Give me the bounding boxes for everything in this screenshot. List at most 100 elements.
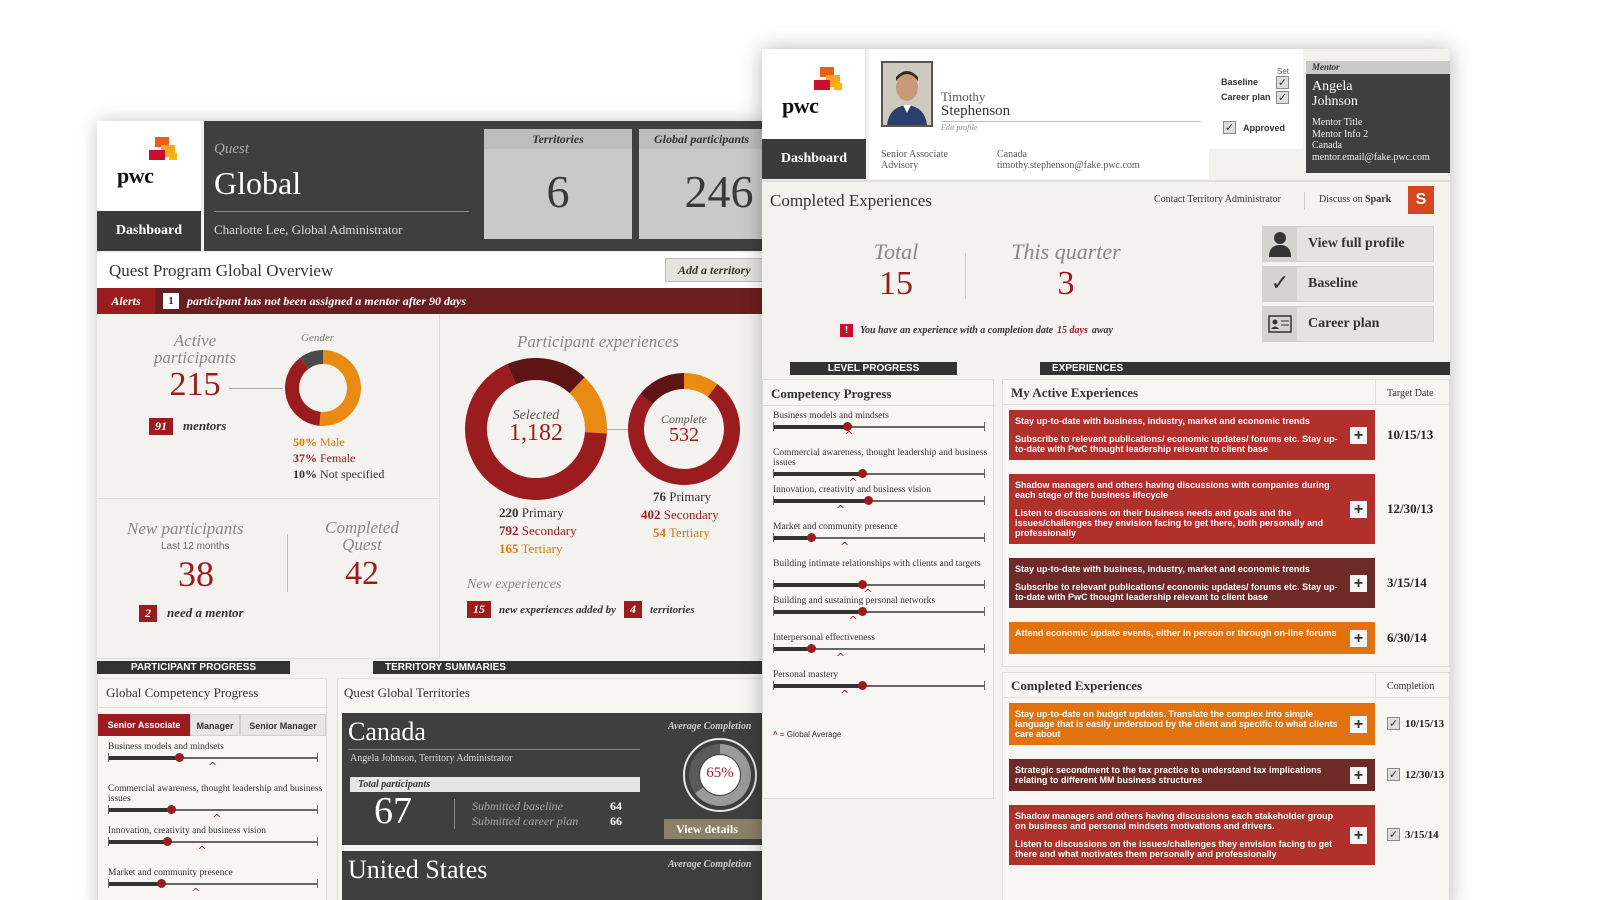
competency-marker[interactable] [858,607,868,616]
competency-marker[interactable] [162,837,172,846]
experience-card[interactable]: Strategic secondment to the tax practice… [1009,759,1375,791]
baseline-status-label: Baseline [1221,77,1259,87]
region-title: Global [214,165,302,201]
completed-checkbox[interactable]: ✓ [1387,828,1400,841]
alert-count-badge: 1 [163,293,179,309]
target-date: 12/30/13 [1387,501,1434,516]
quest-label: Quest [214,141,249,157]
tab-manager[interactable]: Manager [190,714,240,736]
total-participants-value: 67 [374,790,412,832]
view-full-profile-button[interactable]: View full profile [1262,226,1434,262]
spark-icon[interactable]: S [1408,186,1434,214]
global-average-marker: ^ [208,760,218,773]
completed-experiences-panel: Completed Experiences Completion Stay up… [1002,672,1450,900]
slider-tick [984,469,985,478]
competency-marker[interactable] [807,644,817,653]
view-details-button[interactable]: View details [664,819,784,839]
experience-card[interactable]: Shadow managers and others having discus… [1009,474,1375,544]
approved-checkbox[interactable]: ✓ [1223,121,1236,134]
edit-profile-link[interactable]: Edit profile [941,123,978,132]
competency-fill [773,647,812,651]
expand-icon[interactable]: + [1350,427,1367,444]
baseline-button[interactable]: ✓ Baseline [1262,266,1434,302]
quarter-label: This quarter [1011,239,1121,264]
territory-card-canada[interactable]: Canada Angela Johnson, Territory Adminis… [342,713,797,845]
competency-marker[interactable] [858,681,868,690]
experience-card[interactable]: Shadow managers and others having discus… [1009,805,1375,865]
global-average-marker: ^ [840,688,850,701]
active-experiences-title: My Active Experiences [1011,385,1139,400]
experience-title: Strategic secondment to the tax practice… [1015,765,1322,785]
set-label: Set [1277,67,1290,76]
expand-icon[interactable]: + [1350,501,1367,518]
competency-marker[interactable] [807,533,817,542]
alert-message[interactable]: participant has not been assigned a ment… [187,294,467,308]
completion-label: Completion [1387,681,1435,692]
global-competency-title: Global Competency Progress [106,685,259,700]
competency-marker[interactable] [864,496,874,505]
slider-tick [773,533,774,542]
donut-segment [689,744,721,794]
experience-card[interactable]: Stay up-to-date with business, industry,… [1009,558,1375,608]
warning-icon: ! [840,324,853,337]
territory-card-us[interactable]: United States Average Completion [342,851,797,900]
tab-senior-manager[interactable]: Senior Manager [240,714,326,736]
slider-tick [773,681,774,690]
dashboard-tab[interactable]: Dashboard [97,211,201,251]
competency-marker[interactable] [843,422,853,431]
admin-name: Charlotte Lee, Global Administrator [214,222,403,237]
experience-card[interactable]: Stay up-to-date with business, industry,… [1009,410,1375,460]
experience-title: Shadow managers and others having discus… [1015,480,1330,500]
global-average-marker: ^ [844,429,854,442]
career-plan-button[interactable]: Career plan [1262,306,1434,342]
donut-segment [300,350,324,370]
competency-label: Market and community presence [108,868,233,878]
active-participants-label: Active participants [153,331,237,367]
experience-card[interactable]: Attend economic update events, either in… [1009,622,1375,654]
slider-tick [773,644,774,653]
competency-marker[interactable] [858,580,868,589]
mentor-card[interactable]: Mentor Angela Johnson Mentor Title Mento… [1306,61,1450,173]
competency-marker[interactable] [858,469,868,478]
competency-fill [773,684,863,688]
tab-senior-associate[interactable]: Senior Associate [98,714,190,736]
last-12-months: Last 12 months [161,541,230,552]
competency-fill [773,583,863,587]
slider-tick [984,422,985,431]
completed-checkbox[interactable]: ✓ [1387,768,1400,781]
contact-admin-link[interactable]: Contact Territory Administrator [1154,194,1281,205]
global-average-marker: ^ [212,812,222,825]
selected-breakdown: 220 Primary 792 Secondary 165 Tertiary [499,505,577,556]
career-plan-checkbox[interactable]: ✓ [1276,91,1289,104]
global-average-marker: ^ [848,476,858,489]
expand-icon[interactable]: + [1350,827,1367,844]
expand-icon[interactable]: + [1350,575,1367,592]
baseline-checkbox[interactable]: ✓ [1276,76,1289,89]
slider-tick [773,580,774,589]
expand-icon[interactable]: + [1350,767,1367,784]
expand-icon[interactable]: + [1350,630,1367,647]
experience-card[interactable]: Stay up-to-date on budget updates. Trans… [1009,703,1375,745]
donut-segment [694,744,751,806]
expand-icon[interactable]: + [1350,716,1367,733]
slider-tick [317,753,318,762]
dashboard-tab[interactable]: Dashboard [762,139,866,179]
competency-marker[interactable] [156,879,166,888]
experience-title: Shadow managers and others having discus… [1015,811,1334,831]
selected-label: Selected [512,408,560,423]
completed-list-title: Completed Experiences [1011,678,1143,693]
donut-segment [285,357,322,426]
competency-progress-title: Competency Progress [771,386,892,401]
donut-segment [319,350,361,426]
complete-donut [628,373,740,485]
avg-completion-value: 65% [706,765,734,781]
competency-marker[interactable] [175,753,185,762]
target-date-label: Target Date [1387,388,1434,399]
discuss-on-spark[interactable]: Discuss on Spark [1319,194,1392,205]
slider-tick [984,533,985,542]
competency-label: Building intimate relationships with cli… [773,559,981,569]
new-participants-panel: New participants Last 12 months 38 2 nee… [97,499,440,659]
competency-marker[interactable] [167,805,176,814]
experience-title: Stay up-to-date on budget updates. Trans… [1015,709,1338,739]
completed-checkbox[interactable]: ✓ [1387,717,1400,730]
